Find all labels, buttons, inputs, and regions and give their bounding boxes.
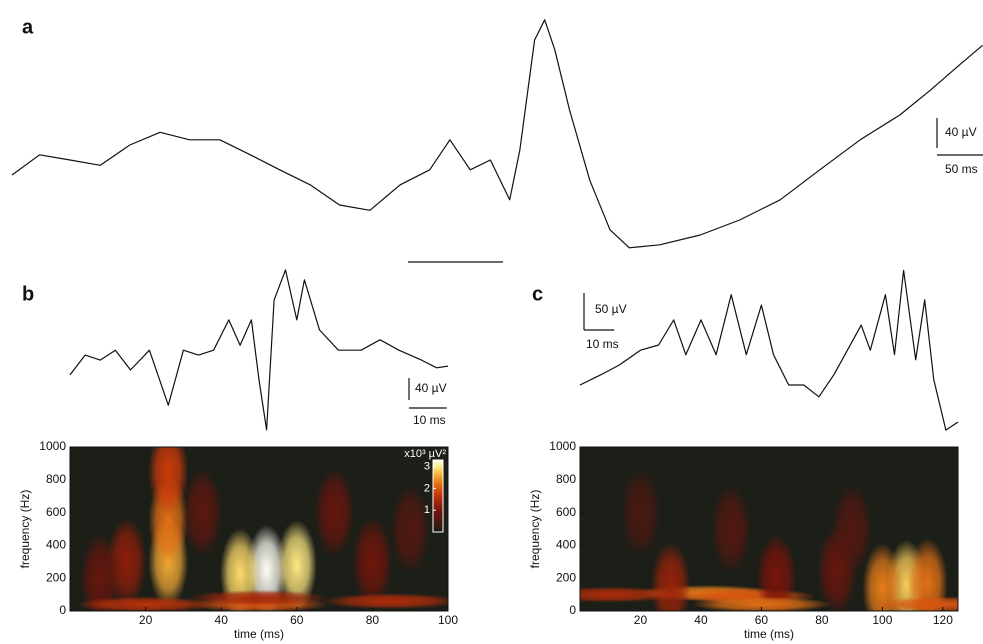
hotspot — [907, 538, 948, 611]
trace — [11, 19, 983, 249]
x-tick-label: 80 — [815, 613, 829, 627]
hotspot — [832, 484, 873, 574]
y-tick-label: 800 — [46, 472, 66, 486]
y-axis-title: frequency (Hz) — [18, 490, 32, 569]
x-tick-label: 20 — [634, 613, 648, 627]
y-tick-label: 800 — [556, 472, 576, 486]
panel-label: a — [22, 16, 34, 38]
hotspot — [321, 593, 448, 610]
x-tick-label: 100 — [872, 613, 892, 627]
x-axis-title: time (ms) — [234, 627, 284, 641]
y-tick-label: 400 — [556, 538, 576, 552]
colorbar-tick-label: 2 — [424, 482, 430, 494]
scale-label-y: 40 µV — [415, 381, 447, 395]
hotspot — [276, 520, 317, 611]
scale-label-x: 10 ms — [586, 337, 619, 351]
x-tick-label: 40 — [694, 613, 708, 627]
colorbar-label: x10³ µV² — [404, 448, 446, 460]
hotspot — [862, 543, 903, 611]
colorbar-tick-label: 3 — [424, 460, 430, 472]
y-tick-label: 600 — [46, 505, 66, 519]
scale-label-y: 40 µV — [945, 125, 977, 139]
hotspot — [314, 467, 355, 558]
x-tick-label: 100 — [438, 613, 458, 627]
x-tick-label: 60 — [290, 613, 304, 627]
colorbar — [432, 459, 444, 533]
x-tick-label: 20 — [139, 613, 153, 627]
plot-frame — [579, 446, 959, 612]
hotspot — [80, 533, 121, 611]
hotspot — [650, 541, 691, 611]
y-tick-label: 1000 — [549, 439, 576, 453]
trace — [69, 269, 449, 431]
heat — [580, 467, 958, 611]
y-tick-label: 1000 — [39, 439, 66, 453]
panel-label: b — [22, 283, 34, 305]
hotspot — [75, 596, 216, 611]
hotspot — [182, 467, 223, 558]
hotspot — [691, 596, 832, 611]
hotspot — [580, 586, 681, 603]
trace — [579, 269, 959, 431]
y-axis-title: frequency (Hz) — [528, 490, 542, 569]
hotspot — [620, 467, 661, 558]
y-tick-label: 400 — [46, 538, 66, 552]
scale-label-x: 10 ms — [413, 413, 446, 427]
hotspot — [148, 447, 189, 517]
x-tick-label: 120 — [933, 613, 953, 627]
hotspot — [872, 596, 958, 611]
y-tick-label: 200 — [46, 570, 66, 584]
colorbar-tick-label: 1 — [424, 504, 430, 516]
scale-label-y: 50 µV — [595, 302, 627, 316]
x-tick-label: 60 — [755, 613, 769, 627]
hotspot — [352, 516, 393, 607]
y-tick-label: 0 — [569, 603, 576, 617]
y-tick-label: 0 — [59, 603, 66, 617]
hotspot — [390, 484, 431, 574]
x-axis-title: time (ms) — [744, 627, 794, 641]
hotspot — [711, 484, 752, 574]
panel-label: c — [532, 283, 543, 305]
scale-label-x: 50 ms — [945, 162, 978, 176]
heat — [75, 447, 448, 611]
hotspot — [189, 589, 329, 606]
hotspot — [756, 533, 797, 611]
plot-frame — [69, 446, 449, 612]
y-tick-label: 200 — [556, 570, 576, 584]
x-tick-label: 80 — [366, 613, 380, 627]
y-tick-label: 600 — [556, 505, 576, 519]
x-tick-label: 40 — [215, 613, 229, 627]
